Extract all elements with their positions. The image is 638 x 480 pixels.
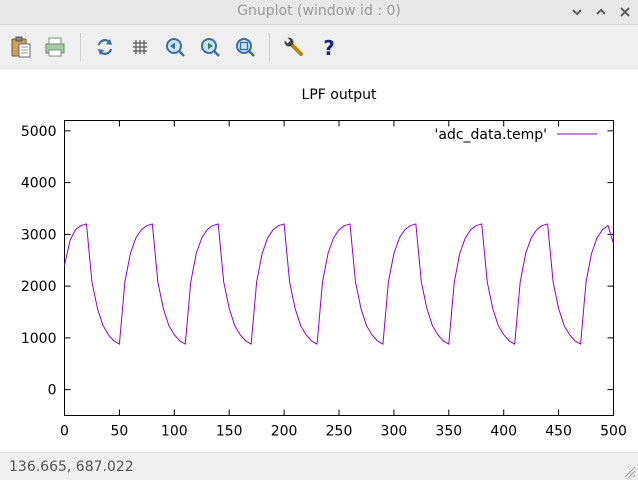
grid-button[interactable] [127, 34, 153, 60]
autoscale-button[interactable] [232, 34, 258, 60]
x-tick-label: 250 [326, 424, 353, 440]
close-button[interactable] [615, 2, 635, 22]
chevron-up-icon [596, 8, 606, 15]
y-tick-label: 1000 [21, 331, 57, 347]
y-tick-label: 0 [48, 383, 57, 399]
print-button[interactable] [42, 34, 68, 60]
x-tick-label: 450 [545, 424, 572, 440]
help-icon: ? [323, 36, 335, 59]
x-tick-label: 50 [110, 424, 128, 440]
toolbar-separator [80, 33, 81, 61]
close-icon [620, 7, 630, 17]
x-tick-label: 0 [60, 424, 69, 440]
copy-clipboard-icon [11, 36, 31, 58]
resize-grip-icon[interactable] [622, 464, 636, 478]
window-titlebar: Gnuplot (window id : 0) [0, 0, 638, 25]
chart-title: LPF output [302, 87, 377, 103]
zoom-next-icon [201, 38, 220, 57]
window-title: Gnuplot (window id : 0) [237, 3, 401, 19]
x-tick-label: 500 [600, 424, 627, 440]
y-tick-label: 4000 [21, 176, 57, 192]
zoom-previous-button[interactable] [162, 34, 188, 60]
x-tick-label: 400 [490, 424, 517, 440]
svg-text:?: ? [323, 36, 335, 59]
plot-canvas[interactable]: LPF output 0 1000 2000 3000 4000 5000 0 50 100 1… [0, 69, 638, 452]
autoscale-icon [236, 38, 255, 57]
help-button[interactable]: ? [316, 34, 342, 60]
mouse-coordinates: 136.665, 687.022 [9, 459, 134, 475]
series-line-adc-data-temp [64, 223, 614, 345]
y-axis: 0 1000 2000 3000 4000 5000 [21, 124, 614, 399]
x-tick-label: 350 [435, 424, 462, 440]
x-tick-label: 100 [161, 424, 188, 440]
zoom-previous-icon [166, 38, 185, 57]
y-tick-label: 5000 [21, 124, 57, 140]
plot-border [64, 120, 614, 416]
x-tick-label: 150 [216, 424, 243, 440]
legend-label: 'adc_data.temp' [435, 127, 547, 143]
print-icon [45, 37, 65, 57]
chevron-down-icon [572, 9, 582, 16]
replot-button[interactable] [92, 34, 118, 60]
copy-clipboard-button[interactable] [8, 34, 34, 60]
legend: 'adc_data.temp' [435, 127, 597, 143]
grid-icon [133, 40, 147, 54]
y-tick-label: 2000 [21, 279, 57, 295]
y-tick-label: 3000 [21, 227, 57, 243]
statusbar: 136.665, 687.022 [0, 452, 638, 480]
zoom-next-button[interactable] [197, 34, 223, 60]
config-wrench-icon [284, 37, 303, 56]
replot-icon [97, 39, 113, 55]
x-tick-label: 200 [271, 424, 298, 440]
config-button[interactable] [281, 34, 307, 60]
minimize-button[interactable] [567, 2, 587, 22]
chart[interactable]: LPF output 0 1000 2000 3000 4000 5000 0 50 100 1… [0, 69, 638, 452]
toolbar: ? [0, 25, 638, 69]
maximize-button[interactable] [591, 2, 611, 22]
x-axis: 0 50 100 150 200 250 300 350 400 450 500 [60, 120, 627, 440]
x-tick-label: 300 [381, 424, 408, 440]
toolbar-separator [269, 33, 270, 61]
